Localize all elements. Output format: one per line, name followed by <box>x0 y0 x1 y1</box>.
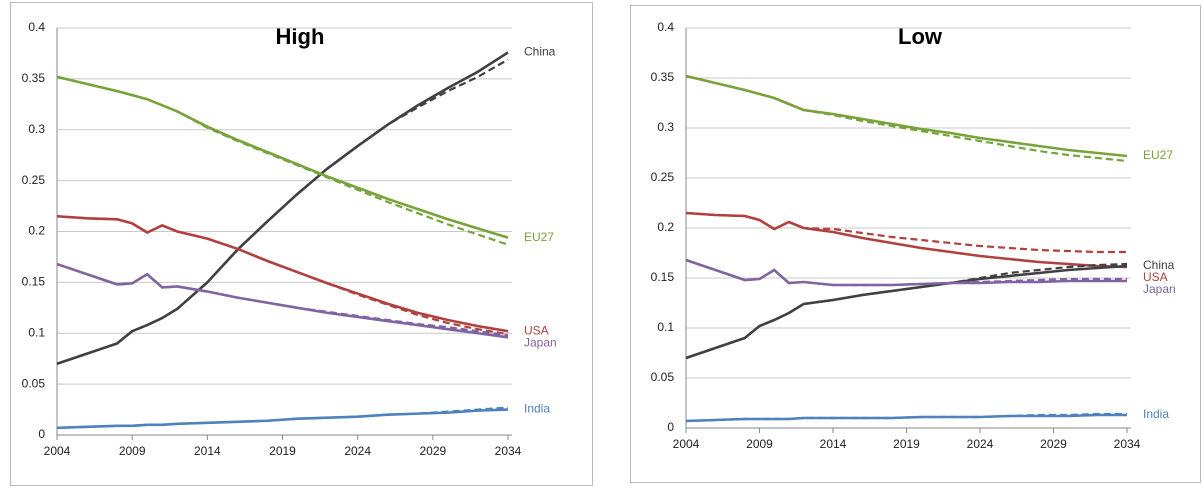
x-tick-label: 2014 <box>194 444 221 458</box>
line <box>56 51 509 366</box>
series-label: Japan <box>524 335 557 349</box>
line <box>56 262 509 339</box>
x-tick-label: 2029 <box>1040 437 1067 451</box>
line <box>685 211 1128 269</box>
y-tick-label: 0.15 <box>22 275 46 289</box>
panel-frame <box>10 2 593 486</box>
series-label: USA <box>1143 270 1168 284</box>
y-tick-label: 0.25 <box>651 170 675 184</box>
series-label: USA <box>524 323 549 337</box>
x-tick-label: 2019 <box>893 437 920 451</box>
x-tick-label: 2004 <box>44 444 71 458</box>
series-label: Japan <box>1143 282 1176 296</box>
x-tick-label: 2019 <box>269 444 296 458</box>
y-tick-label: 0 <box>667 420 674 434</box>
x-tick-label: 2009 <box>119 444 146 458</box>
x-tick-label: 2009 <box>746 437 773 451</box>
y-tick-label: 0.3 <box>657 120 674 134</box>
line <box>56 408 509 430</box>
y-tick-label: 0.25 <box>22 173 46 187</box>
y-tick-label: 0.05 <box>22 376 46 390</box>
y-tick-label: 0.4 <box>28 20 45 34</box>
x-tick-label: 2014 <box>820 437 847 451</box>
line <box>685 258 1127 287</box>
y-tick-label: 0.2 <box>28 224 45 238</box>
y-tick-label: 0.2 <box>657 220 674 234</box>
line <box>56 75 509 239</box>
line <box>685 264 1128 360</box>
x-tick-label: 2024 <box>344 444 371 458</box>
y-tick-label: 0.15 <box>651 270 675 284</box>
x-tick-label: 2034 <box>1114 437 1141 451</box>
series-label: China <box>524 45 556 59</box>
y-tick-label: 0.4 <box>657 20 674 34</box>
series-label: India <box>524 402 550 416</box>
dashed-line <box>56 215 509 336</box>
line <box>685 413 1127 423</box>
x-tick-label: 2024 <box>967 437 994 451</box>
dashed-line <box>685 74 1128 163</box>
line <box>685 74 1128 158</box>
y-tick-label: 0.35 <box>651 70 675 84</box>
y-tick-label: 0.1 <box>657 320 674 334</box>
line <box>56 214 509 333</box>
y-tick-label: 0 <box>38 427 45 441</box>
series-label: EU27 <box>1143 148 1173 162</box>
y-tick-label: 0.1 <box>28 325 45 339</box>
x-tick-label: 2034 <box>495 444 522 458</box>
series-label: China <box>1143 258 1175 272</box>
y-tick-label: 0.05 <box>651 370 675 384</box>
panel-frame <box>630 5 1201 483</box>
x-tick-label: 2029 <box>419 444 446 458</box>
series-label: EU27 <box>524 230 554 244</box>
series-label: India <box>1143 407 1169 421</box>
y-tick-label: 0.35 <box>22 71 46 85</box>
x-tick-label: 2004 <box>673 437 700 451</box>
y-tick-label: 0.3 <box>28 122 45 136</box>
